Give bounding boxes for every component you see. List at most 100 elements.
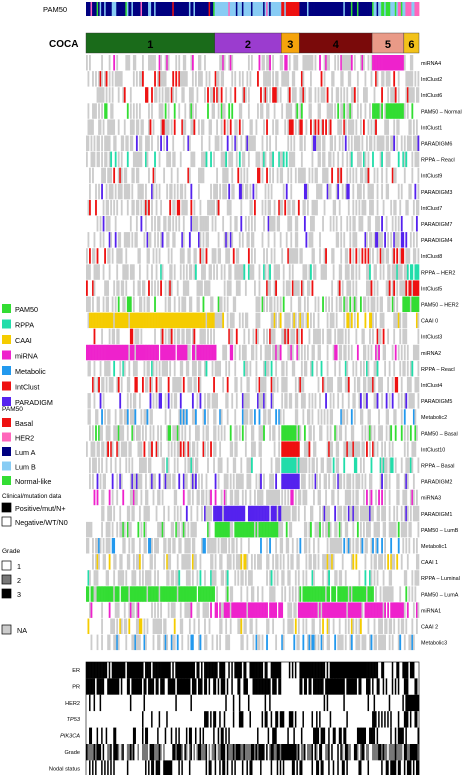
platform-cell xyxy=(353,457,356,473)
platform-cell xyxy=(205,248,208,264)
platform-cell xyxy=(417,312,420,329)
platform-cell xyxy=(219,602,222,618)
platform-cell xyxy=(276,264,279,280)
platform-cell xyxy=(311,232,314,248)
platform-cell xyxy=(152,634,155,651)
clinical-cell xyxy=(290,662,293,679)
platform-cell xyxy=(303,199,306,216)
platform-cell xyxy=(158,521,161,538)
platform-cell xyxy=(250,409,253,425)
platform-cell xyxy=(179,602,182,618)
clinical-cell xyxy=(346,678,349,695)
clinical-cell xyxy=(347,662,350,679)
platform-cell xyxy=(270,393,273,409)
pam50-cell xyxy=(104,2,107,16)
platform-cell xyxy=(92,151,94,168)
platform-cell xyxy=(123,232,126,248)
platform-cell xyxy=(198,425,200,441)
platform-cell xyxy=(178,473,181,490)
platform-cell xyxy=(367,296,370,312)
platform-cell xyxy=(237,167,240,184)
platform-cell xyxy=(291,71,294,87)
platform-cell xyxy=(258,377,261,393)
platform-cell xyxy=(300,312,303,329)
platform-cell xyxy=(391,521,394,538)
platform-cell xyxy=(306,199,309,216)
platform-cell xyxy=(311,457,314,473)
platform-cell xyxy=(148,441,150,457)
platform-cell xyxy=(332,71,335,87)
platform-cell xyxy=(119,312,122,329)
platform-cell xyxy=(213,409,215,425)
platform-cell xyxy=(390,232,393,248)
platform-cell xyxy=(105,183,108,200)
platform-cell xyxy=(157,570,159,586)
platform-cell xyxy=(149,457,152,473)
pam50-cell xyxy=(356,2,359,16)
clinical-cell xyxy=(326,694,329,712)
platform-cell xyxy=(349,167,352,184)
platform-cell xyxy=(411,87,414,103)
platform-cell xyxy=(385,135,388,151)
platform-cell xyxy=(170,586,173,602)
platform-cell xyxy=(247,602,250,618)
platform-cell xyxy=(282,409,285,425)
platform-cell xyxy=(269,328,271,345)
platform-cell xyxy=(193,554,196,570)
platform-cell xyxy=(326,457,329,473)
platform-cell xyxy=(222,521,225,538)
pam50-cell xyxy=(101,2,104,16)
platform-cell xyxy=(210,489,212,506)
platform-cell xyxy=(210,441,212,457)
platform-cell xyxy=(261,377,264,393)
platform-cell xyxy=(281,602,284,618)
platform-cell xyxy=(302,489,305,506)
platform-cell xyxy=(96,135,99,151)
platform-cell xyxy=(347,280,350,296)
platform-cell xyxy=(353,55,356,71)
platform-cell xyxy=(412,441,415,457)
platform-cell xyxy=(254,280,256,296)
clinical-cell xyxy=(231,694,234,712)
platform-cell xyxy=(182,473,185,490)
platform-cell xyxy=(90,135,93,151)
clinical-cell xyxy=(163,678,166,695)
platform-cell xyxy=(326,103,329,119)
platform-cell xyxy=(210,538,212,554)
platform-cell xyxy=(207,586,209,602)
platform-cell xyxy=(132,602,135,618)
clinical-cell xyxy=(269,662,271,679)
pam50-cell xyxy=(381,2,384,16)
platform-cell xyxy=(314,296,317,312)
clinical-cell xyxy=(246,662,249,679)
platform-cell xyxy=(349,232,352,248)
platform-cell xyxy=(273,199,276,216)
platform-cell xyxy=(385,457,388,473)
platform-cell xyxy=(252,441,255,457)
platform-cell xyxy=(160,55,162,71)
platform-cell xyxy=(350,409,353,425)
platform-cell xyxy=(190,457,193,473)
platform-cell xyxy=(222,103,225,119)
platform-cell xyxy=(270,602,273,618)
platform-cell xyxy=(266,538,268,554)
platform-cell xyxy=(319,328,321,345)
clinical-cell xyxy=(126,662,129,679)
platform-cell xyxy=(303,602,306,618)
platform-cell xyxy=(288,425,291,441)
platform-cell xyxy=(294,586,297,602)
platform-cell xyxy=(149,441,152,457)
platform-cell xyxy=(373,570,376,586)
platform-cell xyxy=(405,296,408,312)
platform-cell xyxy=(376,393,379,409)
platform-cell xyxy=(273,425,276,441)
platform-cell xyxy=(417,328,420,345)
platform-cell xyxy=(382,71,385,87)
clinical-cell xyxy=(369,662,371,679)
platform-cell xyxy=(117,71,120,87)
platform-cell xyxy=(148,586,150,602)
platform-cell xyxy=(390,87,393,103)
clinical-cell xyxy=(270,678,273,695)
clinical-cell xyxy=(320,662,323,679)
platform-cell xyxy=(299,538,302,554)
